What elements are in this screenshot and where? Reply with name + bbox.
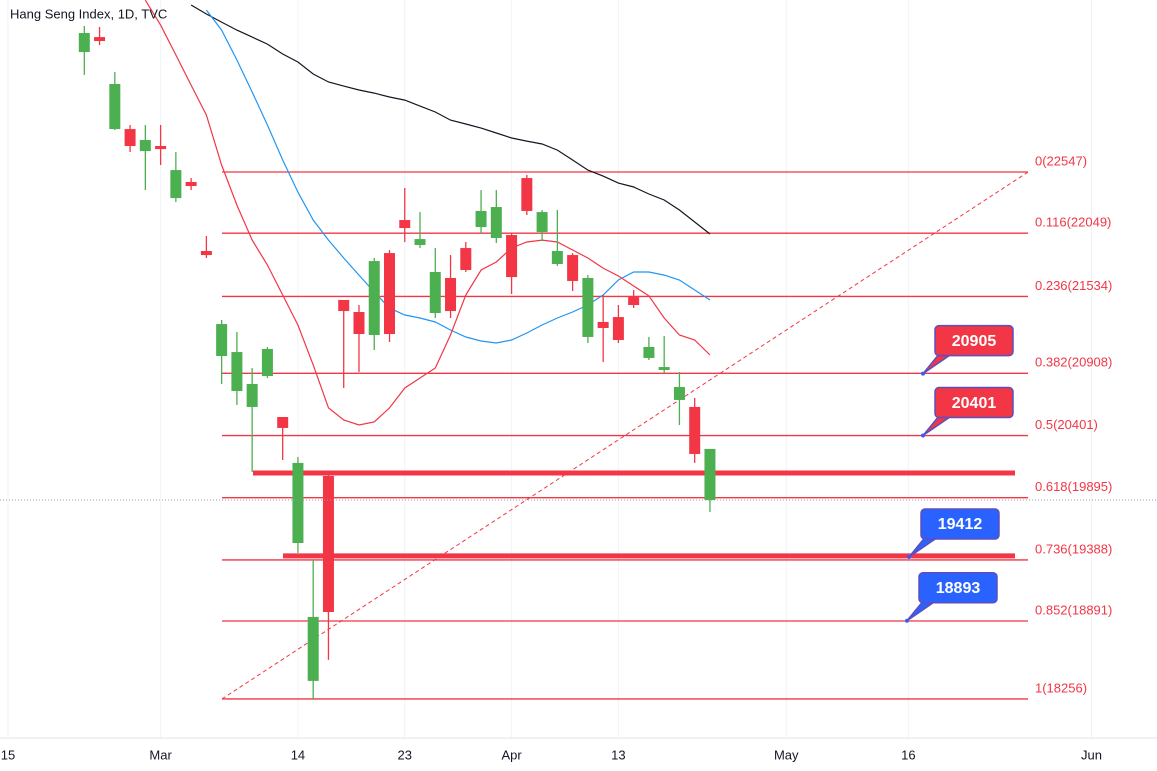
candle-body: [551, 250, 563, 265]
callout-label: 19412: [938, 516, 983, 533]
candle-body: [658, 367, 670, 370]
candle-body: [460, 248, 472, 271]
fib-label: 0.618(19895): [1035, 479, 1112, 494]
x-tick-label: 14: [291, 747, 305, 762]
candle-body: [261, 348, 273, 376]
callout-box: [920, 508, 1000, 540]
candle-body: [277, 417, 289, 428]
candle-body: [246, 383, 258, 407]
candle-body: [384, 253, 395, 335]
candle-body: [536, 212, 548, 233]
candle-body: [231, 352, 243, 391]
fib-label: 0.116(22049): [1035, 215, 1111, 230]
candle-body: [445, 278, 457, 312]
candle-body: [582, 278, 594, 337]
candle-body: [643, 347, 655, 358]
callout-box: [918, 571, 998, 604]
candle-body: [475, 210, 487, 228]
candle-body: [399, 220, 411, 229]
candle-body: [704, 448, 716, 501]
callout-label: 18893: [936, 580, 981, 597]
candle-body: [673, 387, 685, 400]
candle-body: [368, 261, 380, 335]
candle-body: [414, 239, 426, 245]
candle-body: [597, 321, 609, 328]
candle-body: [628, 297, 640, 306]
callout-anchor: [905, 618, 909, 623]
candle-body: [170, 170, 182, 199]
candle-body: [338, 299, 350, 312]
candle-body: [689, 406, 701, 454]
fib-label: 0.382(20908): [1035, 355, 1112, 370]
candle-body: [155, 146, 167, 150]
x-axis: 15 Mar 14 23 Apr 13 May 16 Jun: [1, 747, 1102, 762]
candle-body: [521, 178, 533, 211]
callout-anchor: [921, 433, 925, 438]
candle-body: [185, 181, 197, 187]
callout-anchor: [921, 371, 925, 376]
fib-label: 0.5(20401): [1035, 417, 1098, 432]
candle-body: [292, 462, 304, 544]
grid: [7, 0, 1092, 738]
callout-label: 20401: [952, 395, 997, 412]
candle-body: [353, 312, 365, 335]
callout-box: [934, 324, 1014, 357]
candle-body: [429, 271, 441, 314]
fib-label: 0.852(18891): [1035, 602, 1112, 617]
candle-body: [506, 235, 518, 278]
callout-anchor: [907, 554, 911, 559]
plot-area: [0, 0, 1157, 700]
x-tick-label: 13: [611, 747, 625, 762]
fib-label: 0.736(19388): [1035, 541, 1112, 556]
candle-body: [124, 129, 136, 147]
candle-body: [109, 83, 121, 130]
candle-body: [216, 324, 228, 356]
candle-body: [322, 475, 334, 613]
chart-title: Hang Seng Index, 1D, TVC: [10, 6, 167, 21]
candle-body: [490, 207, 502, 238]
moving-average-line: [144, 0, 711, 426]
candle-body: [94, 37, 106, 42]
x-tick-label: Jun: [1081, 747, 1102, 762]
fib-label: 1(18256): [1035, 680, 1087, 695]
candle-body: [612, 317, 624, 341]
x-tick-label: May: [774, 747, 799, 762]
x-tick-label: Mar: [149, 747, 172, 762]
x-tick-label: 23: [398, 747, 412, 762]
candle-body: [200, 250, 212, 256]
candle-body: [567, 255, 579, 281]
callout-label: 20905: [952, 333, 997, 350]
x-tick-label: 15: [1, 747, 15, 762]
candle-body: [78, 33, 90, 53]
candle-body: [139, 139, 151, 152]
x-tick-label: Apr: [501, 747, 522, 762]
x-tick-label: 16: [901, 747, 915, 762]
moving-average-line: [190, 4, 711, 235]
callout-box: [934, 386, 1014, 419]
moving-average-line: [205, 9, 711, 344]
fib-label: 0(22547): [1035, 153, 1087, 168]
fib-label: 0.236(21534): [1035, 278, 1112, 293]
candle-body: [307, 616, 319, 681]
